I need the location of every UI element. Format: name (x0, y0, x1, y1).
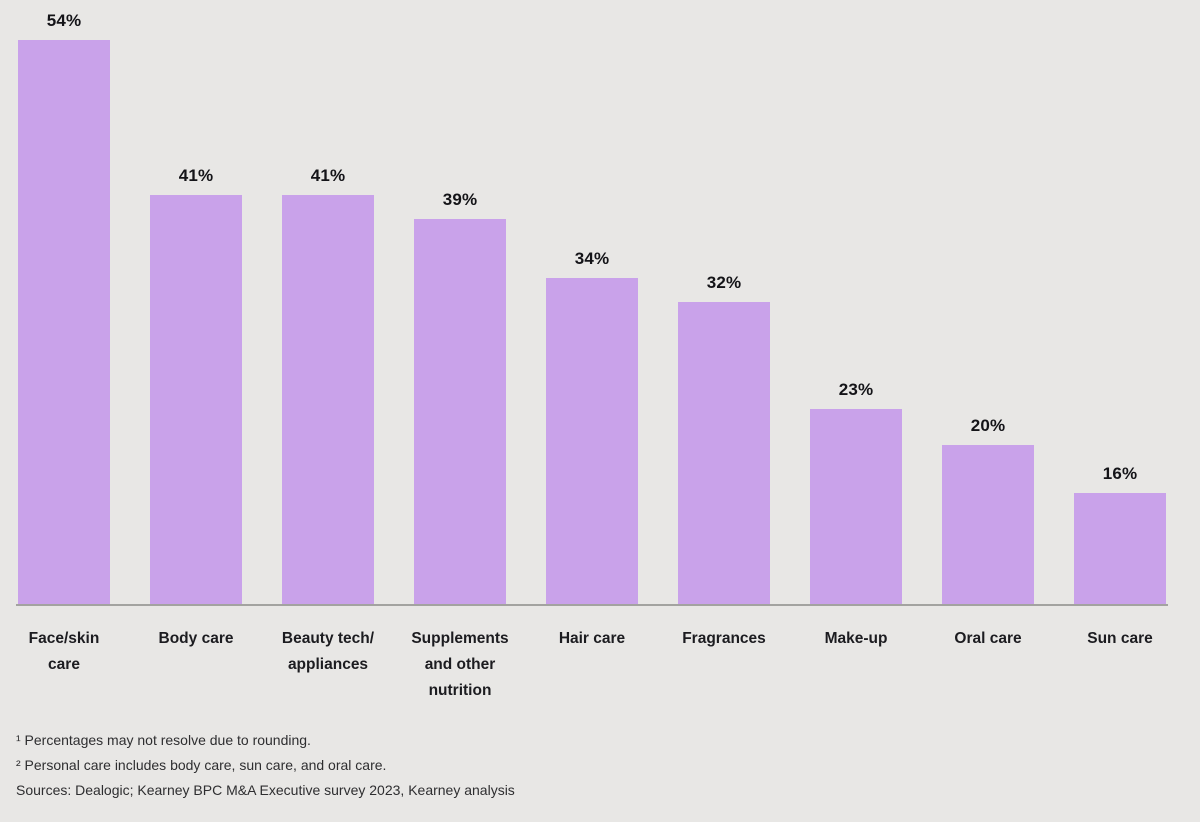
category-label-line: Supplements (411, 630, 509, 647)
bar (282, 195, 374, 604)
category-label-line: Face/skin (28, 630, 100, 647)
category-label-line: appliances (287, 656, 369, 673)
bar-value-label: 16% (1102, 464, 1138, 483)
bar-column: 34% (546, 249, 638, 604)
bar-value-label: 41% (310, 166, 346, 185)
sources-line: Sources: Dealogic; Kearney BPC M&A Execu… (16, 782, 515, 798)
bar (414, 219, 506, 604)
bar-value-label: 34% (574, 249, 610, 268)
footnote-rounding: ¹ Percentages may not resolve due to rou… (16, 732, 311, 748)
footnote-personal-care: ² Personal care includes body care, sun … (16, 757, 387, 773)
bar (150, 195, 242, 604)
category-label: Face/skin care (18, 626, 110, 704)
category-label-line: Body care (158, 630, 234, 647)
bar-column: 41% (150, 166, 242, 604)
category-labels: Face/skin care Body care Beauty tech/applia… (18, 626, 1200, 704)
bar (678, 302, 770, 604)
category-label: Hair care (546, 626, 638, 704)
category-label: Fragrances (678, 626, 770, 704)
category-label-line: Fragrances (682, 630, 766, 647)
bar-value-label: 39% (442, 190, 478, 209)
category-label: Oral care (942, 626, 1034, 704)
bar-column: 41% (282, 166, 374, 604)
category-label: Sun care (1074, 626, 1166, 704)
category-label: Beauty tech/appliances (282, 626, 374, 704)
bar (1074, 493, 1166, 604)
bar-column: 32% (678, 273, 770, 604)
category-label: Body care (150, 626, 242, 704)
category-label-line: Sun care (1087, 630, 1153, 647)
bar-column: 20% (942, 416, 1034, 604)
category-label-line: care (48, 656, 80, 673)
bar-value-label: 23% (838, 380, 874, 399)
bar-value-label: 20% (970, 416, 1006, 435)
category-label-line: nutrition (428, 682, 492, 699)
bar-column: 39% (414, 190, 506, 604)
bar-column: 23% (810, 380, 902, 604)
bar (942, 445, 1034, 604)
footnotes: ¹ Percentages may not resolve due to rou… (16, 728, 515, 803)
bar-value-label: 32% (706, 273, 742, 292)
bar (18, 40, 110, 604)
bar-column: 16% (1074, 464, 1166, 604)
bar-value-label: 41% (178, 166, 214, 185)
bar (810, 409, 902, 604)
bar-value-label: 54% (46, 11, 82, 30)
bar (546, 278, 638, 604)
bar-columns: 54% 41% 41% 39% 34% 32% 23% 20% 16% (18, 0, 1200, 604)
bar-column: 54% (18, 11, 110, 604)
category-label: Supplements and other nutrition (411, 626, 508, 704)
category-label-line: Hair care (558, 630, 626, 647)
category-label-line: Beauty tech/ (281, 630, 375, 647)
category-label-line: and other (424, 656, 496, 673)
category-label-line: Make-up (824, 630, 888, 647)
x-axis-line (16, 604, 1168, 606)
category-label-line: Oral care (954, 630, 1022, 647)
category-label: Make-up (810, 626, 902, 704)
